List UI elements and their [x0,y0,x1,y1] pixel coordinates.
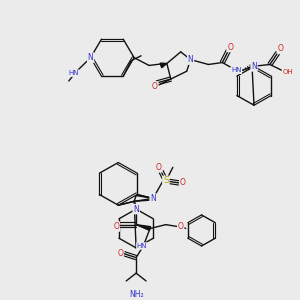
Text: OH: OH [282,69,293,75]
Text: N: N [188,55,194,64]
Text: HN: HN [68,70,79,76]
Polygon shape [136,225,151,230]
Text: O: O [178,222,184,231]
Text: N: N [133,205,139,214]
Text: NH₂: NH₂ [129,290,143,299]
Text: O: O [278,44,284,53]
Text: N: N [251,62,257,71]
Text: O: O [180,178,186,188]
Text: O: O [227,43,233,52]
Text: O: O [117,249,123,258]
Text: N: N [88,53,93,62]
Text: HN: HN [231,67,242,73]
Text: HN: HN [137,243,147,249]
Polygon shape [160,63,167,68]
Text: O: O [152,82,158,91]
Text: S: S [163,176,169,185]
Text: O: O [156,163,162,172]
Text: O: O [113,222,119,231]
Text: N: N [150,194,156,203]
